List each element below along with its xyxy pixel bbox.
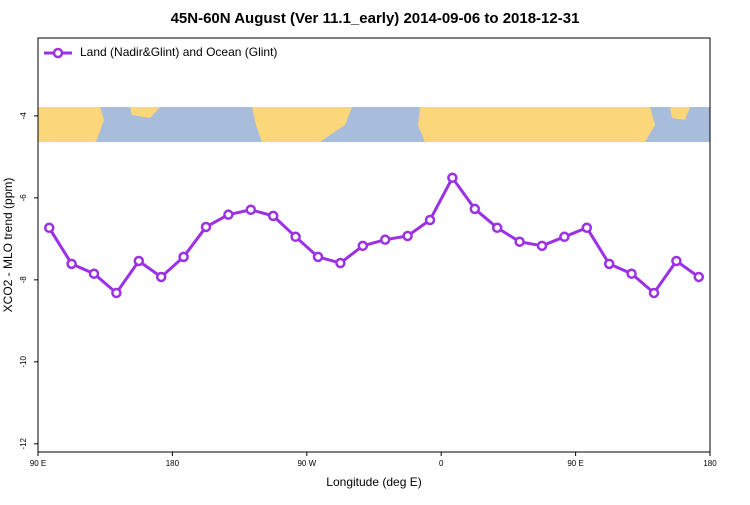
data-point: [312, 251, 324, 263]
x-tick-label: 90 W: [297, 459, 316, 468]
data-point: [424, 214, 436, 226]
map-band: [38, 107, 710, 142]
data-point: [603, 258, 615, 270]
series-line: [47, 174, 700, 296]
x-tick-label: 90 E: [567, 459, 583, 468]
x-tick-label: 180: [703, 459, 717, 468]
map-land: [38, 107, 104, 142]
legend-marker: [52, 47, 64, 59]
chart-title: 45N-60N August (Ver 11.1_early) 2014-09-…: [171, 10, 580, 27]
y-tick-label: -12: [19, 437, 28, 449]
x-tick-label: 180: [166, 459, 180, 468]
data-point: [536, 240, 548, 252]
data-point: [66, 258, 77, 270]
y-tick-label: -4: [19, 112, 28, 120]
legend-label: Land (Nadir&Glint) and Ocean (Glint): [80, 45, 277, 59]
data-point: [379, 234, 391, 245]
data-point: [671, 255, 682, 267]
data-point: [155, 271, 167, 283]
data-point: [581, 222, 593, 234]
data-point: [357, 240, 369, 252]
data-point: [267, 210, 279, 222]
map-land: [670, 107, 690, 120]
map-land: [130, 107, 160, 118]
data-point: [693, 271, 705, 283]
data-point: [626, 268, 637, 279]
data-point: [178, 251, 189, 263]
x-tick-label: 90 E: [30, 459, 46, 468]
data-point: [290, 231, 301, 243]
data-point: [43, 222, 55, 234]
y-tick-label: -6: [19, 194, 28, 202]
data-point: [491, 222, 503, 234]
y-tick-label: -10: [19, 355, 28, 367]
x-axis-label: Longitude (deg E): [326, 475, 421, 489]
data-point: [447, 172, 458, 184]
data-point: [469, 203, 481, 215]
data-point: [88, 268, 100, 279]
data-point: [200, 221, 212, 233]
plot-frame: [37, 37, 711, 453]
data-point: [514, 236, 525, 247]
data-point: [402, 230, 413, 242]
map-land: [252, 107, 352, 142]
data-point: [335, 257, 346, 269]
x-tick-label: 0: [439, 459, 444, 468]
y-tick-label: -8: [19, 276, 28, 284]
data-point: [111, 287, 122, 299]
y-axis-label: XCO2 - MLO trend (ppm): [1, 178, 15, 313]
data-point: [648, 287, 660, 299]
data-point: [223, 209, 234, 220]
data-point: [559, 231, 570, 243]
data-point: [245, 204, 257, 215]
map-land: [418, 107, 655, 142]
data-point: [133, 255, 145, 267]
